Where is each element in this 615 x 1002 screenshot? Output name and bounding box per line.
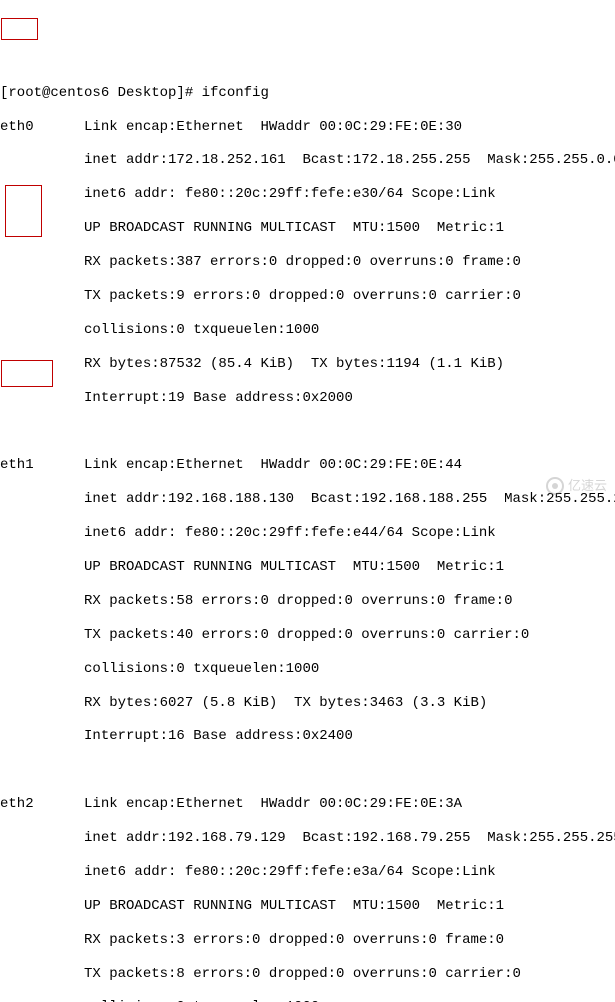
eth2-line-2: inet6 addr: fe80::20c:29ff:fefe:e3a/64 S…: [0, 864, 615, 881]
eth0-line-3: UP BROADCAST RUNNING MULTICAST MTU:1500 …: [0, 220, 615, 237]
eth0-line-6: collisions:0 txqueuelen:1000: [0, 322, 615, 339]
eth1-line-3: UP BROADCAST RUNNING MULTICAST MTU:1500 …: [0, 559, 615, 576]
watermark-icon: [546, 477, 564, 495]
eth2-line-5: TX packets:8 errors:0 dropped:0 overruns…: [0, 966, 615, 983]
terminal-output: [root@centos6 Desktop]# ifconfig eth0 Li…: [0, 68, 615, 1002]
blank-line: [0, 762, 615, 779]
watermark-text: 亿速云: [568, 478, 607, 494]
prompt-line: [root@centos6 Desktop]# ifconfig: [0, 85, 615, 102]
eth2-line-0: eth2 Link encap:Ethernet HWaddr 00:0C:29…: [0, 796, 615, 813]
eth0-line-5: TX packets:9 errors:0 dropped:0 overruns…: [0, 288, 615, 305]
eth1-line-5: TX packets:40 errors:0 dropped:0 overrun…: [0, 627, 615, 644]
eth0-line-7: RX bytes:87532 (85.4 KiB) TX bytes:1194 …: [0, 356, 615, 373]
eth1-line-1: inet addr:192.168.188.130 Bcast:192.168.…: [0, 491, 615, 508]
eth0-line-0: eth0 Link encap:Ethernet HWaddr 00:0C:29…: [0, 119, 615, 136]
eth1-line-6: collisions:0 txqueuelen:1000: [0, 661, 615, 678]
eth0-line-8: Interrupt:19 Base address:0x2000: [0, 390, 615, 407]
eth2-line-6: collisions:0 txqueuelen:1000: [0, 999, 615, 1002]
eth1-line-0: eth1 Link encap:Ethernet HWaddr 00:0C:29…: [0, 457, 615, 474]
eth2-line-1: inet addr:192.168.79.129 Bcast:192.168.7…: [0, 830, 615, 847]
eth0-line-4: RX packets:387 errors:0 dropped:0 overru…: [0, 254, 615, 271]
highlight-box-eth0: [1, 18, 38, 40]
eth2-line-4: RX packets:3 errors:0 dropped:0 overruns…: [0, 932, 615, 949]
eth1-line-8: Interrupt:16 Base address:0x2400: [0, 728, 615, 745]
eth0-line-2: inet6 addr: fe80::20c:29ff:fefe:e30/64 S…: [0, 186, 615, 203]
watermark: 亿速云: [546, 477, 607, 495]
blank-line: [0, 423, 615, 440]
eth1-line-7: RX bytes:6027 (5.8 KiB) TX bytes:3463 (3…: [0, 695, 615, 712]
eth0-line-1: inet addr:172.18.252.161 Bcast:172.18.25…: [0, 152, 615, 169]
eth1-line-2: inet6 addr: fe80::20c:29ff:fefe:e44/64 S…: [0, 525, 615, 542]
eth1-line-4: RX packets:58 errors:0 dropped:0 overrun…: [0, 593, 615, 610]
eth2-line-3: UP BROADCAST RUNNING MULTICAST MTU:1500 …: [0, 898, 615, 915]
